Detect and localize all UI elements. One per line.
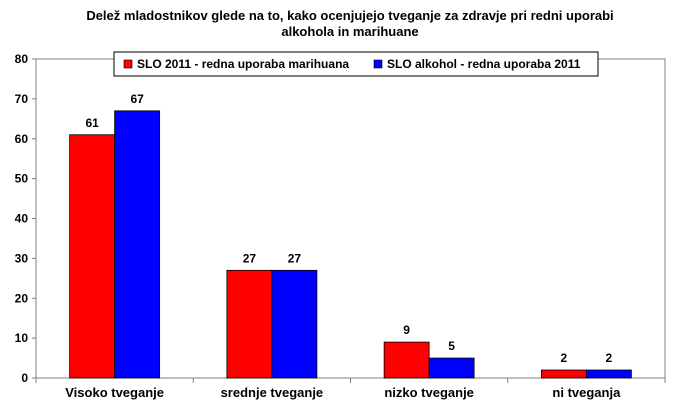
legend-label: SLO 2011 - redna uporaba marihuana xyxy=(137,57,349,71)
y-tick-label: 30 xyxy=(15,251,29,265)
y-tick-label: 0 xyxy=(21,371,28,385)
legend-box xyxy=(113,51,599,77)
plot-area: 0 10 20 30 40 50 60 70 80 Visoko tveganje srednje … xyxy=(15,51,666,400)
legend-swatch xyxy=(123,59,133,69)
y-tick-label: 10 xyxy=(15,331,29,345)
data-label: 61 xyxy=(85,116,99,130)
y-tick-label: 50 xyxy=(15,172,29,186)
y-tick-label: 80 xyxy=(15,52,29,66)
y-tick-label: 20 xyxy=(15,291,29,305)
x-category-label: Visoko tveganje xyxy=(65,385,164,400)
data-label: 27 xyxy=(288,251,302,265)
y-tick-label: 70 xyxy=(15,92,29,106)
x-category-label: nizko tveganje xyxy=(384,385,474,400)
bar xyxy=(114,110,161,379)
bar xyxy=(428,357,475,379)
data-label: 5 xyxy=(448,339,455,353)
bar xyxy=(540,369,587,379)
y-tick-label: 60 xyxy=(15,132,29,146)
data-label: 9 xyxy=(403,323,410,337)
bar xyxy=(226,269,273,379)
bar xyxy=(69,134,116,379)
x-category-label: srednje tveganje xyxy=(221,385,324,400)
bar xyxy=(271,269,318,379)
legend-swatch xyxy=(373,59,383,69)
data-label: 2 xyxy=(606,351,613,365)
data-label: 2 xyxy=(561,351,568,365)
chart-title: Delež mladostnikov glede na to, kako oce… xyxy=(86,8,614,39)
data-label: 27 xyxy=(243,251,257,265)
x-category-label: ni tveganja xyxy=(552,385,621,400)
data-label: 67 xyxy=(130,92,144,106)
bar xyxy=(585,369,632,379)
y-tick-label: 40 xyxy=(15,212,29,226)
legend-label: SLO alkohol - redna uporaba 2011 xyxy=(387,57,581,71)
bar xyxy=(383,341,430,379)
